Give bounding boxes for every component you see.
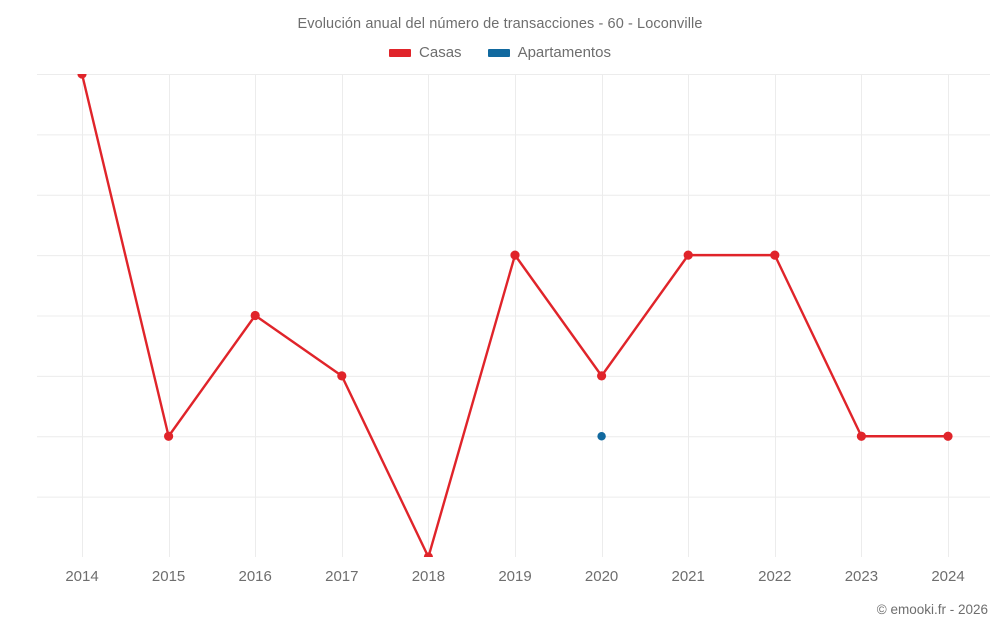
gridlines: [37, 74, 990, 557]
plot-svg: [37, 74, 990, 557]
data-point[interactable]: [164, 431, 174, 441]
x-axis-tick: 2015: [151, 568, 186, 585]
legend-swatch-icon: [389, 48, 412, 57]
legend-item-casas[interactable]: Casas: [389, 44, 462, 61]
series-apartamentos: [597, 432, 606, 441]
x-axis-tick: 2017: [325, 568, 359, 585]
plot-area: [37, 74, 990, 557]
data-point[interactable]: [683, 250, 693, 260]
legend-label: Apartamentos: [517, 44, 611, 61]
x-axis-tick: 2023: [844, 568, 879, 585]
x-axis-tick: 2019: [498, 568, 532, 585]
series-casas: [77, 74, 953, 557]
legend-swatch-icon: [487, 48, 510, 57]
copyright-credit: © emooki.fr - 2026: [876, 602, 988, 617]
data-point[interactable]: [423, 552, 433, 557]
x-axis-tick: 2021: [671, 568, 705, 585]
x-axis-tick: 2022: [758, 568, 792, 585]
data-point[interactable]: [77, 74, 87, 79]
x-axis-tick: 2018: [411, 568, 446, 585]
x-axis-tick: 2016: [238, 568, 272, 585]
x-axis-tick: 2024: [931, 568, 965, 585]
data-series-layer: [77, 74, 953, 557]
chart-title: Evolución anual del número de transaccio…: [297, 16, 703, 32]
legend-item-apartamentos[interactable]: Apartamentos: [487, 44, 611, 61]
data-point[interactable]: [250, 310, 260, 321]
data-point[interactable]: [510, 250, 520, 260]
data-point[interactable]: [856, 431, 867, 441]
x-axis-tick: 2014: [65, 568, 99, 585]
data-point[interactable]: [943, 431, 953, 441]
x-axis-tick: 2020: [584, 568, 619, 585]
data-point[interactable]: [597, 371, 607, 381]
data-point[interactable]: [597, 432, 606, 441]
data-point[interactable]: [770, 250, 780, 260]
legend-label: Casas: [419, 44, 462, 61]
data-point[interactable]: [337, 371, 347, 381]
chart-legend: Casas Apartamentos: [0, 44, 1000, 61]
